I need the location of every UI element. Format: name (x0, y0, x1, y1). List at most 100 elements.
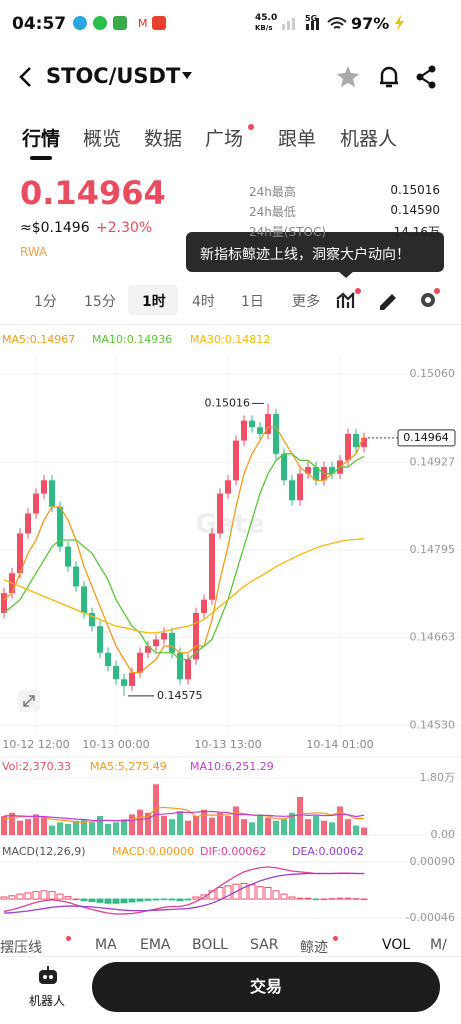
candle-body (17, 533, 23, 574)
divider (0, 324, 461, 325)
candle-body (241, 420, 247, 441)
stat-label: 24h量(STOC) (249, 225, 327, 239)
macd-bar (120, 898, 128, 904)
macd-bar (344, 897, 352, 900)
x-tick-label: 10-14 01:00 (306, 738, 373, 751)
timeframe[interactable]: 1时 (142, 294, 166, 310)
candle-body (177, 652, 183, 680)
candle-body (265, 414, 271, 434)
indicator-tab[interactable]: BOLL (192, 937, 228, 953)
candle-body (345, 433, 351, 461)
macd-bar (352, 898, 360, 900)
macd-bar (96, 898, 104, 903)
line (3, 453, 365, 661)
robot-icon[interactable] (36, 964, 60, 986)
tab[interactable]: 跟单 (278, 128, 317, 150)
volume-bar (297, 796, 303, 835)
volume-bar (233, 806, 239, 835)
volume-bar (361, 827, 367, 835)
candle-body (49, 480, 55, 507)
header-actions[interactable] (334, 63, 454, 91)
volume-bar (33, 814, 39, 835)
macd-bar (336, 897, 344, 900)
macd-bar (184, 898, 192, 901)
back-button[interactable] (16, 64, 36, 90)
stat-label: 24h最低 (249, 205, 296, 219)
timeframe[interactable]: 15分 (84, 294, 116, 310)
tab[interactable]: 数据 (144, 128, 183, 150)
pair-title[interactable]: STOC/USDT (46, 64, 181, 88)
candle-body (289, 480, 295, 501)
stat-value: 0.15016 (390, 183, 440, 197)
candle-body (97, 626, 103, 653)
stat-value: 0.14590 (390, 203, 440, 217)
legend-entry: MA10:0.14936 (92, 333, 172, 346)
volume-bar (153, 784, 159, 835)
macd-bar (16, 893, 24, 900)
volume-bar (329, 822, 335, 835)
chart-tools[interactable] (334, 286, 454, 314)
indicator-tab[interactable]: VOL (382, 937, 411, 953)
tooltip-text[interactable]: 新指标鲸迹上线，洞察大户动向！ (200, 247, 410, 263)
macd-bar (232, 883, 240, 900)
candle-body (153, 639, 159, 647)
timeframe[interactable]: 更多 (292, 294, 320, 310)
usd-price: ≈$0.1496 (20, 220, 90, 236)
candle-body (25, 513, 31, 534)
macd-bar (280, 893, 288, 900)
y-tick-label: 0.14795 (410, 543, 456, 556)
volume-bar (257, 814, 263, 835)
candle-body (65, 546, 71, 567)
macd-bar (328, 898, 336, 900)
volume-bar (265, 817, 271, 835)
tab[interactable]: 广场 (205, 128, 244, 150)
volume-bar (313, 815, 319, 835)
timeframe[interactable]: 1日 (241, 294, 264, 310)
robot-label[interactable]: 机器人 (29, 994, 66, 1008)
volume-bar (201, 809, 207, 835)
volume-bar (225, 815, 231, 835)
timeframe[interactable]: 1分 (34, 294, 57, 310)
macd-bar (104, 898, 112, 904)
kline-chart[interactable]: Gate0.150600.149270.147950.146630.145301… (0, 330, 461, 940)
volume-bar (121, 819, 127, 835)
tooltip-box[interactable] (186, 232, 444, 272)
macd-bar (8, 895, 16, 900)
candle-body (361, 437, 367, 448)
indicator-tab[interactable]: MA (95, 937, 117, 953)
trade-button[interactable]: 交易 (92, 962, 440, 1012)
macd-bar (168, 898, 176, 901)
volume-bar (105, 823, 111, 835)
legend-entry: DIF:0.00062 (200, 845, 266, 858)
tag: RWA (20, 245, 48, 259)
expand-button[interactable] (18, 690, 40, 712)
candle-body (169, 632, 175, 653)
macd-bar (72, 898, 80, 901)
indicator-tab[interactable]: SAR (250, 937, 279, 953)
legend-entry: MA5:0.14967 (2, 333, 75, 346)
macd-bar (48, 891, 56, 900)
signal-icons (282, 17, 347, 30)
clock: 04:57 (12, 14, 67, 34)
tab[interactable]: 机器人 (340, 128, 398, 150)
y-tick-label: 0.14663 (410, 631, 456, 644)
macd-bar (64, 896, 72, 900)
macd-bar (56, 893, 64, 900)
indicator-tab[interactable]: 摆压线 (0, 940, 42, 956)
candle-body (161, 632, 167, 640)
candle-body (113, 666, 119, 680)
pair-dropdown[interactable] (180, 70, 194, 82)
macd-bar (256, 886, 264, 900)
macd-bar (24, 892, 32, 900)
tab[interactable]: 行情 (22, 128, 61, 150)
tab[interactable]: 概览 (83, 128, 122, 150)
annotation: 0.14575 (157, 689, 203, 702)
indicator-tab[interactable]: M/ (430, 937, 447, 953)
indicator-tab[interactable]: 鲸迹 (300, 940, 328, 956)
badge-dot (333, 936, 338, 941)
network: 5G (305, 14, 318, 23)
macd-bar (128, 898, 136, 903)
chart-title: MACD(12,26,9) (2, 845, 86, 858)
timeframe[interactable]: 4时 (192, 294, 215, 310)
indicator-tab[interactable]: EMA (140, 937, 171, 953)
